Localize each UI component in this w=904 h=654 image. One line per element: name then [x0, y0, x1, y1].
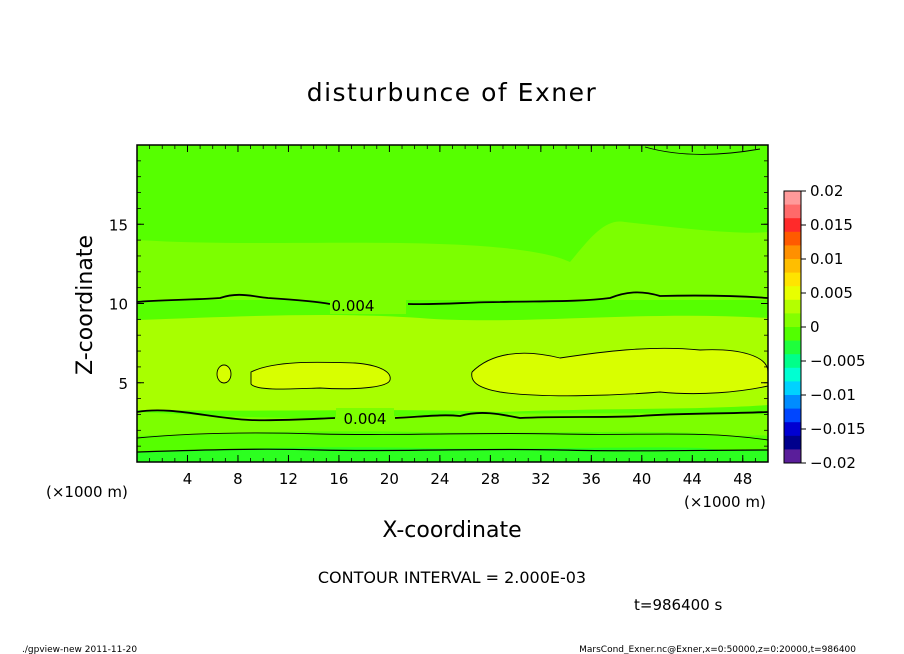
colorbar-tick-label: 0 — [810, 318, 820, 336]
x-tick-label: 44 — [683, 470, 702, 488]
colorbar-swatch — [784, 435, 801, 450]
x-tick-label: 28 — [481, 470, 500, 488]
colorbar-tick-label: −0.015 — [810, 420, 866, 438]
x-tick-label: 32 — [531, 470, 550, 488]
contour-label-bg — [330, 294, 406, 314]
colorbar-swatch — [784, 259, 801, 274]
field-band-core-small — [217, 365, 231, 383]
colorbar-tick-label: −0.01 — [810, 386, 856, 404]
colorbar-swatch — [784, 381, 801, 396]
colorbar-swatch — [784, 299, 801, 314]
y-tick-label: 10 — [109, 296, 128, 314]
contour-label-bg — [336, 408, 394, 428]
y-tick-label: 15 — [109, 216, 128, 234]
colorbar-tick-label: −0.005 — [810, 352, 866, 370]
chart-title: disturbunce of Exner — [307, 78, 598, 107]
time-text: t=986400 s — [634, 596, 722, 614]
colorbar-swatch — [784, 354, 801, 369]
colorbar-tick-label: 0.01 — [810, 250, 843, 268]
colorbar-swatch — [784, 340, 801, 355]
footer-right: MarsCond_Exner.nc@Exner,x=0:50000,z=0:20… — [579, 645, 856, 654]
colorbar-tick-label: 0.02 — [810, 182, 843, 200]
field-band-core-right — [471, 348, 768, 396]
contour-interval-text: CONTOUR INTERVAL = 2.000E-03 — [318, 568, 586, 587]
colorbar-tick-label: 0.005 — [810, 284, 853, 302]
x-tick-label: 36 — [582, 470, 601, 488]
x-tick-label: 24 — [430, 470, 449, 488]
x-tick-label: 40 — [632, 470, 651, 488]
contour-line-low-1 — [137, 432, 768, 441]
y-tick-label: 5 — [118, 375, 128, 393]
colorbar-swatch — [784, 204, 801, 219]
contour-line-lower — [137, 409, 768, 422]
x-tick-label: 16 — [329, 470, 348, 488]
contour-line-low-2 — [137, 448, 768, 453]
x-unit-right: (×1000 m) — [684, 493, 766, 511]
colorbar-swatch — [784, 272, 801, 287]
x-unit-left: (×1000 m) — [46, 483, 128, 501]
field-band-core-left — [251, 362, 391, 390]
x-axis-label: X-coordinate — [382, 518, 521, 543]
x-tick-label: 20 — [380, 470, 399, 488]
x-tick-label: 8 — [233, 470, 243, 488]
contour-label: 0.004 — [344, 410, 387, 428]
contour-line-top — [644, 146, 761, 155]
contour-line-upper — [137, 291, 768, 306]
contour-line-core-small — [216, 364, 232, 384]
x-axis: 4 8 12 16 20 24 28 32 36 40 44 48 — [149, 145, 756, 488]
y-axis: 5 10 15 — [109, 160, 768, 447]
colorbar-swatch — [784, 327, 801, 342]
contour-line-core-left — [250, 361, 391, 390]
colorbar — [784, 191, 801, 464]
contour-line-core-right — [471, 347, 768, 397]
contour-label: 0.004 — [332, 297, 375, 315]
colorbar-swatch — [784, 245, 801, 260]
colorbar-swatch — [784, 231, 801, 246]
colorbar-swatch — [784, 408, 801, 423]
colorbar-ticks: 0.02 0.015 0.01 0.005 0 −0.005 −0.01 −0.015 −0.0… — [801, 182, 866, 472]
x-tick-label: 4 — [183, 470, 193, 488]
x-tick-label: 12 — [279, 470, 298, 488]
colorbar-swatch — [784, 313, 801, 328]
colorbar-swatch — [784, 422, 801, 437]
colorbar-swatch — [784, 395, 801, 410]
y-axis-label: Z-coordinate — [73, 235, 98, 375]
x-tick-label: 48 — [733, 470, 752, 488]
plot-area — [137, 145, 768, 462]
colorbar-swatch — [784, 191, 801, 206]
colorbar-swatch — [784, 218, 801, 233]
colorbar-swatch — [784, 449, 801, 464]
colorbar-swatch — [784, 286, 801, 301]
footer-left: ./gpview-new 2011-11-20 — [22, 645, 137, 654]
colorbar-swatch — [784, 367, 801, 382]
field-band-upper — [137, 221, 768, 300]
colorbar-tick-label: 0.015 — [810, 216, 853, 234]
colorbar-tick-label: −0.02 — [810, 454, 856, 472]
